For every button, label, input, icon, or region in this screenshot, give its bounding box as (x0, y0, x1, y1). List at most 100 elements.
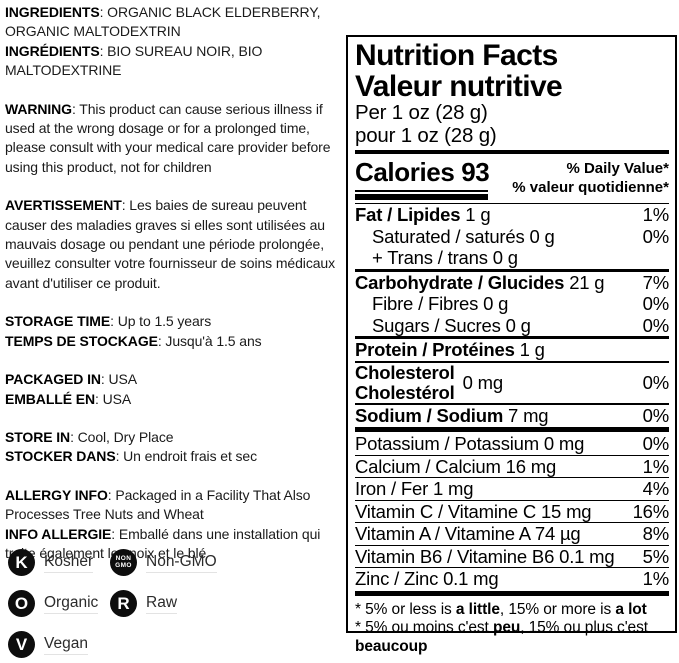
nutrient-amount: 0 g (505, 314, 531, 336)
nutrient-row-vitamin-b6: Vitamin B6 / Vitamine B6 0.1 mg 5% (355, 544, 670, 568)
field-value: : Les baies de sureau peuvent causer des… (5, 197, 335, 291)
nutrient-dv: 0% (642, 314, 670, 336)
nutrient-row-cholesterol: Cholesterol Cholestérol 0 mg 0% (355, 360, 669, 403)
footnote-en-text: , 15% or more is (499, 600, 616, 618)
nutrient-amount: 7 mg (508, 404, 549, 426)
nutrient-dv: 0% (642, 433, 670, 454)
nutrient-dv: 8% (642, 523, 670, 544)
cert-non-gmo: NON GMO Non-GMO (110, 549, 328, 576)
nutrient-row-fat: Fat / Lipides 1 g 1% (355, 204, 669, 226)
nutrient-amount: 16 mg (505, 455, 557, 477)
field-label: AVERTISSEMENT (5, 197, 122, 214)
nutrient-name: Fat / Lipides (355, 204, 461, 225)
serving-size-fr: pour 1 oz (28 g) (355, 123, 497, 147)
nutrient-rows: Fat / Lipides 1 g 1% Saturated / saturés… (355, 203, 669, 597)
nutrient-name: Sugars / Sucres (372, 314, 501, 336)
storage-time-en: STORAGE TIME: Up to 1.5 years (5, 312, 345, 331)
vegan-icon-letter: V (15, 635, 28, 654)
daily-value-header: % Daily Value* % valeur quotidienne* (512, 157, 669, 197)
field-label: INGREDIENTS (5, 4, 100, 20)
nutrient-amount: 0.1 mg (559, 545, 615, 567)
nutrient-name: Vitamin C / Vitamine C (355, 500, 537, 522)
field-value: : BIO SUREAU NOIR, BIO MALTODEXTRINE (5, 42, 263, 79)
storage-time-fr: TEMPS DE STOCKAGE: Jusqu'à 1.5 ans (5, 332, 345, 351)
nutrient-dv: 0% (642, 404, 670, 426)
cert-label-vegan: Vegan (44, 635, 88, 655)
non-gmo-icon: NON GMO (110, 549, 137, 576)
kosher-icon: K (8, 549, 35, 576)
daily-value-footnote: * 5% or less is a little, 15% or more is… (355, 601, 669, 657)
nutrient-row-vitamin-c: Vitamin C / Vitamine C 15 mg 16% (355, 499, 670, 523)
serving-size-en: Per 1 oz (28 g) (355, 101, 488, 124)
divider (355, 150, 669, 154)
allergy-info-fr: INFO ALLERGIE: Emballé dans une installa… (5, 525, 345, 564)
packaged-in-fr: EMBALLÉ EN: USA (5, 390, 345, 409)
store-in-section: STORE IN: Cool, Dry Place STOCKER DANS: … (5, 428, 345, 467)
vegan-icon: V (8, 631, 35, 658)
nutrient-amount: 0.1 mg (443, 568, 499, 589)
allergy-info-section: ALLERGY INFO: Packaged in a Facility Tha… (5, 486, 345, 564)
panel-title-fr: Valeur nutritive (355, 70, 563, 103)
warning-section-fr: AVERTISSEMENT: Les baies de sureau peuve… (5, 196, 345, 293)
organic-icon-letter: O (14, 594, 29, 613)
field-value: : USA (100, 371, 137, 388)
footnote-fr-bold: beaucoup (355, 637, 428, 655)
nutrient-row-protein: Protein / Protéines 1 g (355, 336, 669, 361)
thick-divider (355, 427, 669, 432)
nutrient-row-carbohydrate: Carbohydrate / Glucides 21 g 7% (355, 268, 670, 294)
footnote-fr-text: * 5% ou moins c'est (355, 619, 493, 636)
calories-underbar (355, 194, 488, 200)
field-label: EMBALLÉ EN (5, 390, 96, 407)
ingredients-line-fr: INGRÉDIENTS: BIO SUREAU NOIR, BIO MALTOD… (5, 42, 345, 81)
storage-time-section: STORAGE TIME: Up to 1.5 years TEMPS DE S… (5, 312, 345, 351)
field-value: : Packaged in a Facility That Also Proce… (5, 486, 311, 523)
nutrient-name-fr: Cholestérol (355, 381, 455, 403)
nutrient-dv: 16% (632, 500, 670, 522)
calories-label: Calories (355, 157, 455, 187)
field-label: INFO ALLERGIE (5, 525, 112, 542)
daily-value-header-fr: % valeur quotidienne* (512, 178, 669, 196)
cert-vegan: V Vegan (8, 631, 110, 658)
field-label: INGRÉDIENTS (5, 42, 100, 59)
warning-line-en: WARNING: This product can cause serious … (5, 100, 345, 178)
nutrient-row-zinc: Zinc / Zinc 0.1 mg 1% (355, 567, 669, 590)
nutrient-dv: 0% (642, 293, 670, 314)
nutrient-amount: 21 g (569, 271, 605, 293)
nutrient-amount: 1 mg (433, 478, 474, 499)
warning-line-fr: AVERTISSEMENT: Les baies de sureau peuve… (5, 196, 345, 293)
nutrient-row-fibre: Fibre / Fibres 0 g 0% (355, 293, 669, 315)
warning-section: WARNING: This product can cause serious … (5, 100, 345, 178)
nutrient-amount: 1 g (519, 339, 545, 360)
footnote-fr-text: , 15% ou plus c'est (520, 619, 648, 636)
nutrient-amount: 0 mg (462, 371, 504, 393)
nutrient-amount: 1 g (465, 204, 491, 225)
nutrient-dv: 7% (642, 271, 670, 293)
field-value: : Cool, Dry Place (70, 428, 174, 445)
nutrient-row-calcium: Calcium / Calcium 16 mg 1% (355, 454, 669, 478)
organic-icon: O (8, 590, 35, 617)
nutrient-name: Iron / Fer (355, 478, 429, 499)
kosher-icon-letter: K (15, 553, 28, 572)
cert-label-raw: Raw (146, 594, 178, 614)
nutrient-amount: 15 mg (540, 500, 592, 522)
cert-raw: R Raw (110, 590, 328, 617)
nutrient-row-iron: Iron / Fer 1 mg 4% (355, 477, 669, 500)
nutrient-name: Carbohydrate / Glucides (355, 271, 565, 293)
certification-badges: K Kosher NON GMO Non-GMO O Organic R Raw… (8, 549, 328, 658)
nutrient-dv: 5% (642, 545, 670, 567)
nutrient-amount: 0 g (529, 225, 555, 247)
calories-number: 93 (461, 157, 490, 187)
store-in-fr: STOCKER DANS: Un endroit frais et sec (5, 447, 345, 466)
thick-divider (355, 590, 669, 596)
nutrient-name: Potassium / Potassium (355, 433, 539, 454)
allergy-info-en: ALLERGY INFO: Packaged in a Facility Tha… (5, 486, 345, 525)
nutrient-name: Calcium / Calcium (355, 455, 501, 477)
field-value: : Un endroit frais et sec (115, 448, 258, 465)
raw-icon: R (110, 590, 137, 617)
field-label: WARNING (5, 100, 72, 117)
cert-label-kosher: Kosher (44, 553, 94, 573)
nutrition-facts-panel: Nutrition Facts Valeur nutritive Per 1 o… (346, 35, 677, 655)
nutrient-row-potassium: Potassium / Potassium 0 mg 0% (355, 433, 669, 455)
field-value: : Jusqu'à 1.5 ans (157, 332, 262, 349)
field-value: : Emballé dans une installation qui trai… (5, 525, 321, 561)
